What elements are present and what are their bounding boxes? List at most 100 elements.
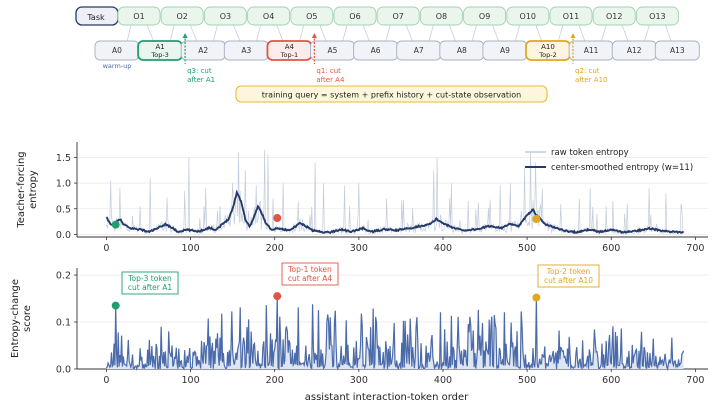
observation-box (506, 6, 550, 26)
y-tick-label: 0.0 (56, 230, 71, 241)
action-rank-label: Top-1 (280, 51, 298, 59)
highlight-point (532, 293, 541, 302)
action-rank-label: Top-3 (150, 51, 168, 59)
observation-label: O12 (606, 12, 622, 21)
connector-action-obs (385, 24, 391, 43)
action-label: A1 (155, 43, 164, 51)
observation-label: O1 (133, 12, 144, 21)
connector-obs-action (405, 24, 414, 43)
annotation-line: Top-2 token (546, 267, 591, 276)
x-tick-label: 700 (686, 243, 704, 254)
connector-obs-action (146, 24, 155, 43)
connector-action-obs (212, 24, 218, 43)
connector-obs-action (233, 24, 241, 43)
cut-arrow (311, 33, 317, 38)
x-axis-label: assistant interaction-token order (305, 392, 469, 403)
action-label: A11 (584, 46, 599, 55)
connector-obs-action (535, 24, 543, 43)
connector-obs-action (492, 24, 500, 43)
observation-box (376, 6, 420, 26)
connector-action-obs (428, 24, 434, 43)
action-box (654, 40, 700, 61)
highlight-point (111, 301, 120, 310)
observation-box (333, 6, 377, 26)
legend-smoothed-label: center-smoothed entropy (w=11) (551, 163, 693, 173)
y-tick-label: 0.2 (56, 271, 71, 282)
action-rank-label: Top-2 (538, 51, 556, 59)
x-tick-label: 200 (266, 375, 284, 386)
x-tick-label: 400 (434, 243, 452, 254)
connector-obs-action (665, 24, 672, 43)
y-tick-label: 1.5 (56, 153, 71, 164)
observation-box (247, 6, 291, 26)
action-label: A0 (112, 46, 122, 55)
y-axis-label-line: Teacher-forcing (16, 151, 27, 228)
x-tick-label: 200 (266, 243, 284, 254)
observation-box (463, 6, 507, 26)
observation-label: O7 (393, 12, 404, 21)
x-tick-label: 400 (434, 375, 452, 386)
annotation-line: Top-3 token (127, 274, 172, 283)
observation-label: O5 (306, 12, 317, 21)
highlight-point (532, 215, 541, 224)
connector-obs-action (621, 24, 629, 43)
connector-action-obs (514, 24, 521, 43)
cut-label: after A1 (187, 76, 215, 84)
observation-label: O9 (479, 12, 490, 21)
action-label: A5 (328, 46, 338, 55)
y-axis-label-line: Entropy-change (10, 279, 21, 358)
x-tick-label: 0 (103, 243, 109, 254)
observation-label: O3 (220, 12, 231, 21)
x-tick-label: 500 (518, 243, 536, 254)
smoothed-entropy-line (105, 189, 685, 235)
x-tick-label: 600 (602, 375, 620, 386)
x-tick-label: 100 (182, 243, 200, 254)
x-tick-label: 300 (350, 243, 368, 254)
warmup-label: warm-up (103, 62, 132, 70)
action-label: A6 (371, 46, 381, 55)
action-label: A8 (457, 46, 467, 55)
observation-box (592, 6, 636, 26)
connector-action-obs (471, 24, 477, 43)
action-label: A12 (627, 46, 642, 55)
x-tick-label: 500 (518, 375, 536, 386)
cut-label: q1: cut (316, 67, 341, 75)
observation-label: O2 (177, 12, 188, 21)
y-axis-label: Teacher-forcingentropy (16, 151, 39, 228)
annotation-line: cut after A10 (544, 276, 593, 285)
observation-box (160, 6, 204, 26)
x-tick-label: 700 (686, 375, 704, 386)
observation-label: O4 (263, 12, 274, 21)
y-axis-label-line: score (22, 305, 33, 332)
cut-label: after A4 (316, 76, 345, 84)
annotation-box (281, 262, 339, 286)
connector-obs-action (319, 24, 327, 43)
x-tick-label: 600 (602, 243, 620, 254)
x-tick-label: 300 (350, 375, 368, 386)
x-tick-label: 0 (103, 375, 109, 386)
annotation-line: Top-1 token (287, 265, 332, 274)
connector-action-obs (126, 24, 132, 43)
connector-action-obs (643, 24, 650, 43)
observation-box (549, 6, 593, 26)
action-label: A9 (500, 46, 510, 55)
highlight-point (111, 220, 120, 229)
observation-box (419, 6, 463, 26)
x-tick-label: 100 (182, 375, 200, 386)
y-axis-label: Entropy-changescore (10, 279, 33, 358)
connector-action-obs (600, 24, 607, 43)
cut-label: after A10 (575, 76, 607, 84)
highlight-point (273, 292, 282, 301)
cut-arrow (570, 33, 576, 38)
observation-box (635, 6, 679, 26)
observation-label: O10 (520, 12, 536, 21)
annotation-line: cut after A4 (288, 274, 332, 283)
annotation-box (537, 264, 600, 288)
cut-arrow (182, 33, 188, 38)
observation-label: O6 (349, 12, 360, 21)
cut-label: q3: cut (187, 67, 212, 75)
connector-action-obs (299, 24, 305, 43)
y-tick-label: 1.0 (56, 179, 71, 190)
y-tick-label: 0.0 (56, 365, 71, 376)
